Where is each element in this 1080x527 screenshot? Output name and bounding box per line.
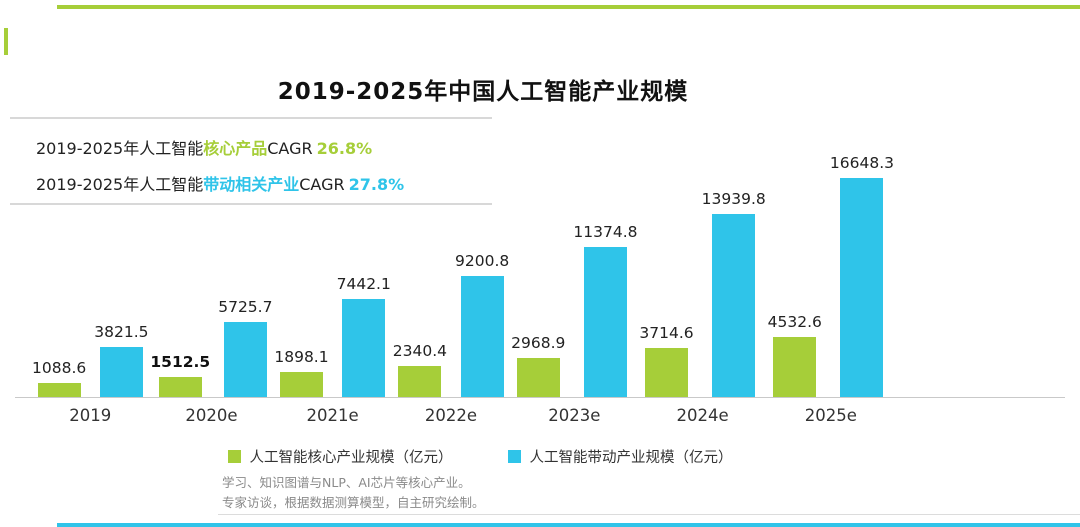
bar-pair: 1512.5 5725.7 bbox=[150, 145, 272, 397]
bar bbox=[342, 299, 386, 397]
bar-pair: 1088.6 3821.5 bbox=[32, 145, 149, 397]
bar bbox=[460, 276, 504, 397]
bar-pair: 2968.9 11374.8 bbox=[511, 145, 638, 397]
x-axis-label: 2021e bbox=[306, 406, 359, 425]
legend: 人工智能核心产业规模（亿元） 人工智能带动产业规模（亿元） bbox=[0, 446, 960, 467]
legend-label-related: 人工智能带动产业规模（亿元） bbox=[529, 450, 733, 466]
bar-value-label: 3714.6 bbox=[639, 324, 694, 343]
bar bbox=[223, 321, 267, 397]
bar-column: 1088.6 bbox=[32, 359, 86, 397]
bar bbox=[773, 337, 817, 397]
bar bbox=[279, 372, 323, 397]
bar-column: 2968.9 bbox=[511, 334, 565, 397]
chart-group: 3714.6 13939.8 2024e bbox=[639, 145, 765, 425]
source-note: 学习、知识图谱与NLP、AI芯片等核心产业。 专家访谈，根据数据测算模型，自主研… bbox=[222, 473, 485, 513]
left-accent-line bbox=[4, 28, 8, 55]
cagr-block: 2019-2025年人工智能核心产品CAGR 26.8% 2019-2025年人工… bbox=[36, 131, 404, 203]
x-axis-label: 2025e bbox=[804, 406, 857, 425]
bar-value-label: 3821.5 bbox=[94, 322, 149, 341]
x-axis-label: 2022e bbox=[424, 406, 478, 425]
bar-column: 1898.1 bbox=[274, 348, 329, 397]
cagr-line-core: 2019-2025年人工智能核心产品CAGR 26.8% bbox=[36, 131, 404, 167]
x-axis-label: 2020e bbox=[185, 406, 238, 425]
bar-column: 3821.5 bbox=[94, 322, 149, 397]
bar bbox=[516, 357, 560, 397]
bar-value-label: 2340.4 bbox=[392, 342, 447, 361]
bar bbox=[840, 178, 884, 397]
cagr-label: CAGR bbox=[299, 175, 345, 194]
bar-value-label: 1512.5 bbox=[150, 353, 211, 372]
bar bbox=[398, 366, 442, 397]
source-note-line2: 专家访谈，根据数据测算模型，自主研究绘制。 bbox=[222, 495, 485, 510]
bottom-accent-line bbox=[57, 523, 1080, 527]
cagr-label: CAGR bbox=[267, 139, 313, 158]
bar-pair: 3714.6 13939.8 bbox=[639, 145, 766, 397]
chart-group: 2968.9 11374.8 2023e bbox=[511, 145, 637, 425]
bar-column: 13939.8 bbox=[702, 190, 766, 397]
bar-value-label: 9200.8 bbox=[455, 252, 510, 270]
source-note-line1: 学习、知识图谱与NLP、AI芯片等核心产业。 bbox=[222, 475, 471, 490]
legend-item-related: 人工智能带动产业规模（亿元） bbox=[507, 446, 733, 467]
page-title: 2019-2025年中国人工智能产业规模 bbox=[277, 79, 689, 105]
cagr-highlight-core: 核心产品 bbox=[203, 139, 268, 158]
bar-value-label: 16648.3 bbox=[829, 154, 894, 172]
legend-swatch-cyan bbox=[507, 450, 521, 463]
cagr-highlight-related: 带动相关产业 bbox=[203, 175, 300, 194]
bar-column: 9200.8 bbox=[455, 252, 509, 397]
bar bbox=[99, 346, 143, 397]
cagr-value-core: 26.8% bbox=[316, 139, 373, 158]
legend-swatch-green bbox=[227, 450, 241, 463]
x-axis-label: 2019 bbox=[69, 406, 112, 425]
legend-item-core: 人工智能核心产业规模（亿元） bbox=[227, 446, 453, 467]
legend-label-core: 人工智能核心产业规模（亿元） bbox=[249, 450, 453, 466]
bar-chart: 1088.6 3821.5 2019 1512.5 5725.7 2020e 1898.1 7… bbox=[32, 145, 894, 445]
bar-column: 16648.3 bbox=[830, 154, 894, 397]
bar-pair: 4532.6 16648.3 bbox=[768, 145, 894, 397]
bar-column: 4532.6 bbox=[768, 313, 822, 397]
bar-value-label: 2968.9 bbox=[511, 333, 566, 352]
cagr-divider-bottom bbox=[10, 203, 492, 205]
cagr-line-related: 2019-2025年人工智能带动相关产业CAGR 27.8% bbox=[36, 167, 404, 203]
x-axis-label: 2024e bbox=[676, 406, 729, 425]
cagr-divider-top bbox=[10, 117, 492, 119]
bar-column: 3714.6 bbox=[639, 324, 694, 397]
bar-value-label: 5725.7 bbox=[218, 297, 273, 316]
x-axis-baseline bbox=[15, 397, 1065, 398]
bar-value-label: 1898.1 bbox=[274, 348, 329, 366]
chart-group: 1898.1 7442.1 2021e bbox=[274, 145, 391, 425]
bar-pair: 2340.4 9200.8 bbox=[393, 145, 509, 397]
chart-group: 1512.5 5725.7 2020e bbox=[150, 145, 272, 425]
bar bbox=[645, 348, 689, 397]
chart-group: 1088.6 3821.5 2019 bbox=[32, 145, 149, 425]
chart-group: 2340.4 9200.8 2022e bbox=[393, 145, 510, 425]
bar-value-label: 11374.8 bbox=[573, 223, 638, 242]
bar-column: 1512.5 bbox=[150, 353, 210, 397]
bar bbox=[37, 382, 81, 397]
bar-value-label: 4532.6 bbox=[767, 313, 822, 332]
footer-divider bbox=[218, 514, 1080, 515]
bar-value-label: 13939.8 bbox=[701, 189, 766, 208]
cagr-value-related: 27.8% bbox=[348, 175, 405, 194]
bar bbox=[158, 377, 202, 397]
chart-group: 4532.6 16648.3 2025e bbox=[768, 145, 894, 425]
bar-column: 2340.4 bbox=[393, 342, 447, 397]
cagr-prefix: 2019-2025年人工智能 bbox=[36, 175, 204, 194]
bar-value-label: 7442.1 bbox=[336, 275, 391, 294]
bar-value-label: 1088.6 bbox=[32, 358, 87, 377]
bar-column: 7442.1 bbox=[337, 275, 391, 397]
bar bbox=[712, 213, 756, 397]
bar bbox=[583, 247, 627, 397]
bar-column: 5725.7 bbox=[218, 298, 272, 397]
bar-pair: 1898.1 7442.1 bbox=[274, 145, 391, 397]
cagr-prefix: 2019-2025年人工智能 bbox=[36, 139, 204, 158]
x-axis-label: 2023e bbox=[548, 406, 601, 425]
bar-column: 11374.8 bbox=[573, 223, 638, 397]
top-accent-line bbox=[57, 5, 1080, 9]
